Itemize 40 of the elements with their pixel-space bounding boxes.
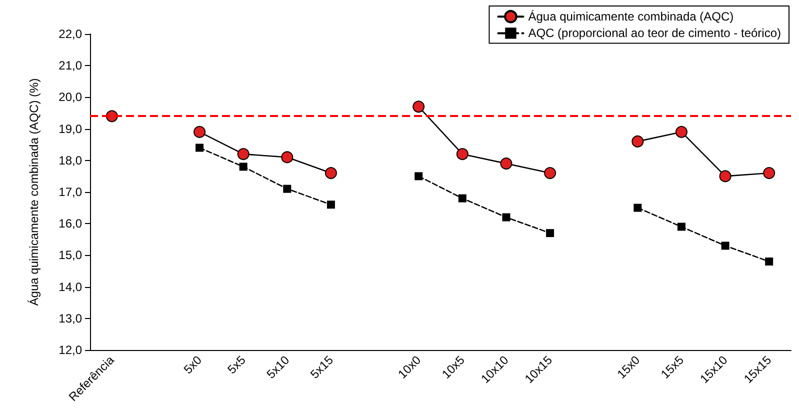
point: [763, 167, 776, 180]
point: [634, 204, 642, 212]
y-tick-label: 15,0: [58, 248, 82, 262]
y-tick-label: 19,0: [58, 122, 82, 136]
y-tick-label: 22,0: [58, 27, 82, 41]
point: [237, 148, 250, 160]
point: [412, 100, 425, 113]
point: [326, 200, 335, 209]
y-tick-label: 16,0: [58, 216, 82, 231]
point: [194, 126, 206, 138]
point: [324, 167, 337, 180]
point: [721, 242, 730, 250]
x-tick-label: 5x5: [224, 352, 249, 377]
point: [675, 126, 688, 138]
legend-label: AQC (proporcional ao teor de cimento - teórico): [528, 26, 782, 40]
point: [546, 229, 554, 238]
y-tick-label: 18,0: [58, 153, 82, 168]
point: [544, 167, 556, 180]
point: [677, 222, 686, 231]
point: [502, 213, 510, 222]
x-tick-label: 5x0: [180, 352, 205, 377]
y-tick-label: 14,0: [58, 280, 82, 294]
point: [500, 158, 512, 170]
point: [456, 148, 468, 160]
point: [458, 194, 466, 202]
point: [765, 258, 774, 266]
point: [283, 184, 292, 193]
legend-label: Água quimicamente combinada (AQC): [528, 10, 734, 24]
y-tick-label: 17,0: [58, 185, 82, 199]
point: [719, 170, 732, 182]
y-axis-title: Água quimicamente combinada (AQC) (%): [27, 78, 41, 306]
point: [414, 172, 423, 180]
y-tick-label: 12,0: [58, 343, 82, 357]
point: [239, 162, 248, 171]
y-tick-label: 21,0: [58, 58, 82, 73]
y-tick-label: 13,0: [58, 311, 82, 326]
y-tick-label: 20,0: [58, 90, 82, 104]
point: [632, 135, 644, 148]
point: [281, 151, 294, 164]
point: [196, 144, 204, 152]
